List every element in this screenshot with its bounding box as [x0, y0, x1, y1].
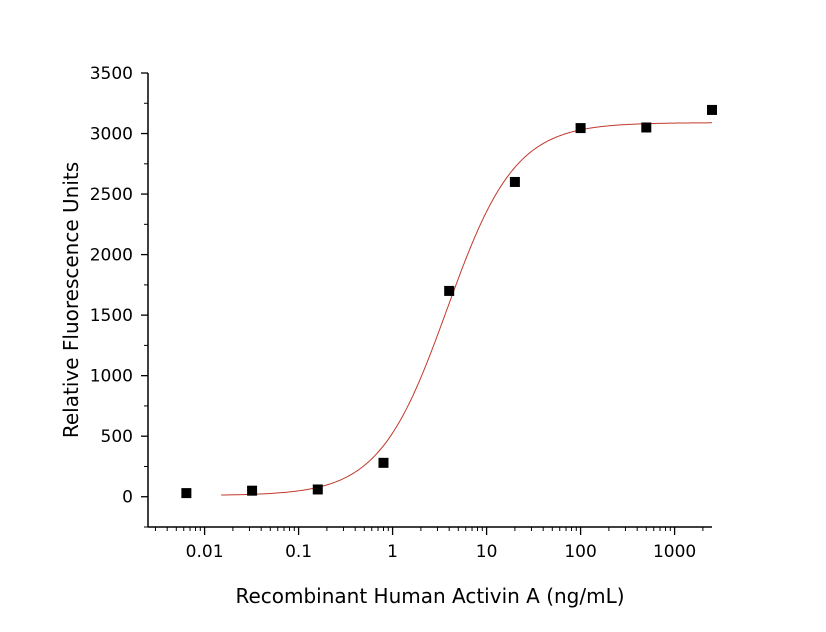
y-tick-label: 0 [122, 488, 133, 508]
x-ticks: 0.01 0.1 1 10 100 1000 [154, 527, 704, 562]
data-point [707, 104, 717, 115]
data-point [247, 485, 258, 496]
y-tick-label: 2500 [90, 185, 133, 205]
x-tick-label: 10 [476, 542, 498, 562]
axes [147, 73, 712, 528]
data-point [641, 122, 652, 133]
fit-curve [221, 122, 713, 496]
y-tick-label: 3000 [90, 125, 133, 145]
x-tick-label: 0.1 [285, 542, 312, 562]
data-point [181, 488, 192, 499]
y-tick-label: 1500 [90, 306, 133, 326]
data-point [575, 123, 586, 134]
data-point [509, 176, 520, 187]
data-point [444, 285, 455, 296]
y-axis-title: Relative Fluorescence Units [59, 162, 83, 438]
x-tick-label: 100 [564, 542, 596, 562]
x-tick-label: 1000 [653, 542, 696, 562]
data-point [378, 457, 389, 468]
x-axis-title: Recombinant Human Activin A (ng/mL) [235, 584, 624, 608]
y-tick-label: 2000 [90, 246, 133, 266]
y-tick-label: 3500 [90, 64, 133, 84]
data-point [312, 484, 323, 495]
x-tick-label: 1 [387, 542, 398, 562]
data-points-layer [181, 104, 717, 499]
y-ticks: 0 500 1000 1500 2000 2500 3000 3500 [90, 64, 148, 528]
fit-curve-layer [221, 122, 713, 496]
y-tick-label: 500 [101, 427, 133, 447]
y-tick-label: 1000 [90, 367, 133, 387]
x-tick-label: 0.01 [186, 542, 224, 562]
